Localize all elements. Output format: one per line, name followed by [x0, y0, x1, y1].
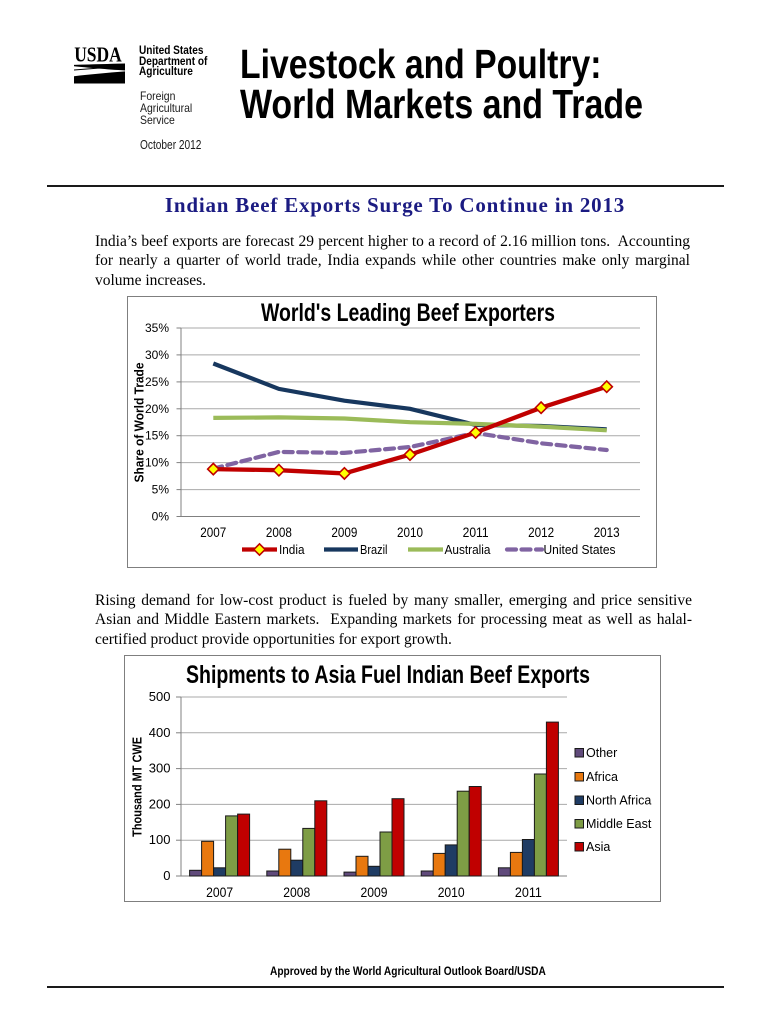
- svg-text:100: 100: [149, 832, 171, 847]
- svg-text:2010: 2010: [397, 524, 423, 540]
- svg-text:India: India: [279, 542, 305, 557]
- svg-text:Other: Other: [586, 746, 617, 760]
- svg-text:USDA: USDA: [74, 45, 122, 67]
- svg-text:2007: 2007: [200, 524, 226, 540]
- svg-text:5%: 5%: [152, 483, 170, 497]
- svg-text:Australia: Australia: [445, 542, 492, 557]
- svg-text:2011: 2011: [463, 524, 489, 540]
- svg-text:Africa: Africa: [586, 770, 618, 784]
- svg-text:0%: 0%: [152, 510, 170, 524]
- svg-text:15%: 15%: [145, 429, 169, 443]
- svg-text:400: 400: [149, 725, 171, 740]
- svg-text:2010: 2010: [438, 884, 465, 900]
- svg-text:2012: 2012: [528, 524, 554, 540]
- svg-text:2007: 2007: [206, 884, 233, 900]
- svg-text:300: 300: [149, 761, 171, 776]
- svg-text:20%: 20%: [145, 402, 169, 416]
- svg-text:2008: 2008: [266, 524, 292, 540]
- svg-text:Asia: Asia: [586, 840, 610, 854]
- svg-text:Middle East: Middle East: [586, 817, 652, 831]
- svg-text:United States: United States: [544, 542, 616, 557]
- svg-text:0: 0: [163, 868, 170, 883]
- svg-text:North Africa: North Africa: [586, 794, 651, 808]
- svg-text:25%: 25%: [145, 375, 169, 389]
- svg-text:Thousand MT CWE: Thousand MT CWE: [130, 737, 144, 837]
- svg-text:500: 500: [149, 689, 171, 704]
- svg-text:2009: 2009: [361, 884, 388, 900]
- svg-text:World's Leading Beef Exporters: World's Leading Beef Exporters: [261, 299, 555, 327]
- svg-text:2013: 2013: [594, 524, 620, 540]
- svg-text:2011: 2011: [515, 884, 542, 900]
- svg-text:Share of World Trade: Share of World Trade: [132, 362, 146, 482]
- svg-text:Shipments to Asia Fuel Indian: Shipments to Asia Fuel Indian Beef Expor…: [186, 661, 590, 689]
- svg-text:Brazil: Brazil: [360, 542, 388, 557]
- svg-text:2008: 2008: [283, 884, 310, 900]
- svg-text:200: 200: [149, 796, 171, 811]
- svg-text:35%: 35%: [145, 321, 169, 335]
- svg-text:10%: 10%: [145, 456, 169, 470]
- svg-text:30%: 30%: [145, 348, 169, 362]
- svg-text:2009: 2009: [331, 524, 357, 540]
